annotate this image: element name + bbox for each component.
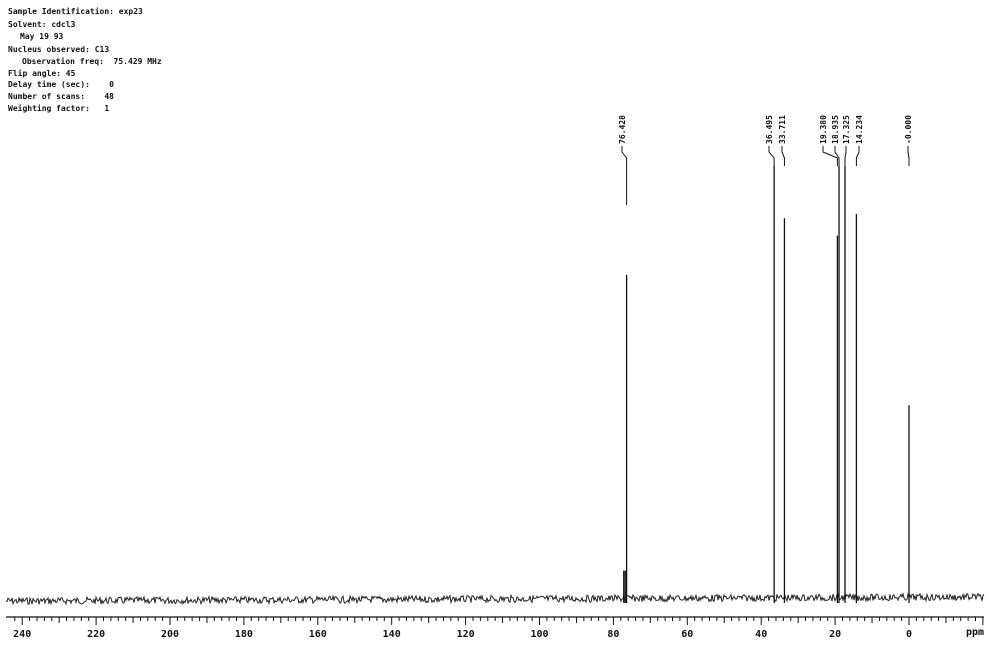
tick-label-12: 0: [906, 629, 912, 640]
tick-label-7: 100: [530, 629, 548, 640]
nucleus: Nucleus observed: C13: [8, 44, 110, 54]
acquisition-parameters: Sample Identification: exp23 Solvent: cd…: [8, 6, 162, 115]
tick-label-0: 240: [13, 629, 31, 640]
sample-id: Sample Identification: exp23: [8, 7, 143, 16]
tick-label-5: 140: [383, 629, 401, 640]
tick-label-2: 200: [161, 629, 179, 640]
flip-angle: Flip angle: 45: [8, 68, 76, 78]
tick-label-6: 120: [457, 629, 475, 640]
tick-label-9: 60: [681, 629, 693, 640]
peak-leader-7: [907, 146, 910, 166]
baseline-trace: [5, 592, 985, 606]
tick-label-1: 220: [87, 629, 105, 640]
solvent: Solvent: cdcl3: [8, 19, 76, 29]
peak-label-4: 18.935: [831, 115, 840, 144]
weighting-factor: Weighting factor: 1: [8, 103, 110, 113]
tick-label-11: 20: [829, 629, 841, 640]
number-of-scans: Number of scans: 48: [8, 91, 114, 101]
peak-label-0: 76.428: [618, 115, 627, 144]
delay-time: Delay time (sec): 0: [8, 79, 114, 89]
peak-labels: 76.428 36.495 33.711 19.380 18.935 17.325 14.2…: [618, 115, 913, 205]
tick-label-3: 180: [235, 629, 253, 640]
peak-label-3: 19.380: [819, 115, 828, 144]
tick-label-10: 40: [755, 629, 767, 640]
acquisition-date: May 19 93: [20, 32, 64, 41]
peak-leader-1: [768, 146, 775, 166]
peak-leader-4: [834, 146, 840, 166]
peak-label-7: -0.000: [904, 115, 913, 144]
x-axis-unit: ppm: [966, 627, 984, 638]
peak-label-2: 33.711: [778, 115, 787, 144]
peak-label-6: 14.234: [855, 115, 864, 144]
baseline-noise: [5, 592, 985, 606]
observation-frequency: Observation freq: 75.429 MHz: [22, 57, 162, 66]
peak-leader-5: [844, 146, 847, 166]
tick-label-8: 80: [607, 629, 619, 640]
tick-label-4: 160: [309, 629, 327, 640]
peak-leader-0: [621, 146, 628, 205]
ppm-axis: 240 220 200 180 160 140 120 100 80 60 40 20 0 ppm: [6, 616, 984, 640]
peak-leader-2: [781, 146, 785, 166]
peak-label-1: 36.495: [765, 115, 774, 144]
peak-label-5: 17.325: [842, 115, 851, 144]
peaks: [623, 166, 910, 603]
peak-leader-3: [822, 146, 838, 166]
peak-leader-6: [855, 146, 860, 166]
